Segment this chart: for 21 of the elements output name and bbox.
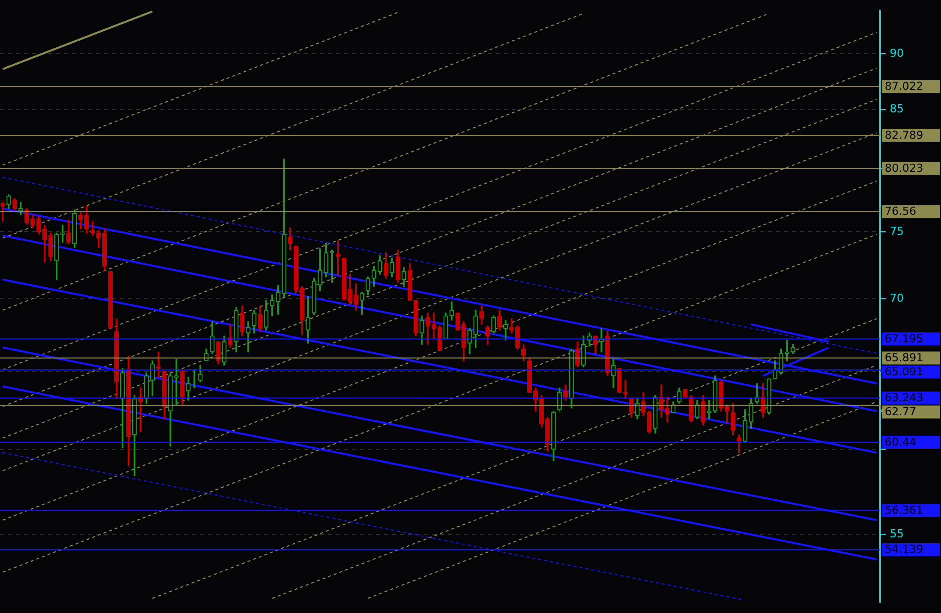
y-tick-label: 70 (890, 292, 904, 306)
y-tick-label: 75 (890, 224, 904, 238)
candlestick (0, 202, 6, 222)
candlestick (246, 321, 251, 353)
ref-line-label: 76.56 (885, 205, 916, 218)
y-tick-label: 85 (890, 102, 904, 116)
candlestick (623, 380, 628, 400)
ref-line-label: 65.091 (885, 366, 924, 379)
ref-line-label: 87.022 (885, 80, 924, 94)
ref-line-label: 67.195 (885, 332, 924, 346)
ref-line-label: 54.139 (885, 543, 924, 556)
y-tick-label: 90 (890, 46, 904, 60)
ref-line-label: 80.023 (885, 162, 924, 176)
ref-line-label: 60.44 (885, 436, 916, 449)
ref-line-label: 65.891 (885, 352, 924, 365)
ref-line-label: 82.789 (885, 128, 924, 142)
ref-line-label: 63.243 (885, 392, 924, 405)
y-tick-label: 55 (890, 527, 904, 540)
candlestick (432, 312, 436, 340)
ref-line-label: 62.77 (885, 406, 916, 419)
ref-line-label: 56.361 (885, 504, 924, 517)
